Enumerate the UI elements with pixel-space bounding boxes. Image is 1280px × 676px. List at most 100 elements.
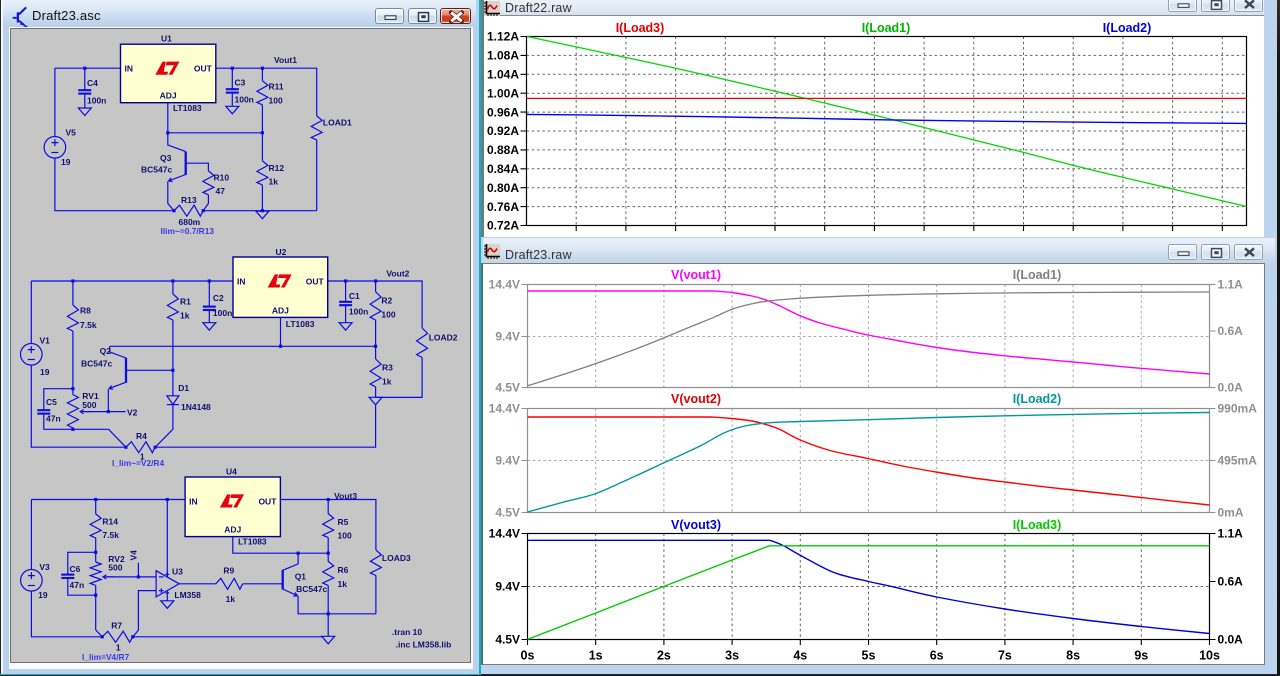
svg-text:IN: IN bbox=[237, 277, 246, 287]
svg-text:R14: R14 bbox=[102, 517, 118, 527]
svg-text:100n: 100n bbox=[349, 307, 368, 317]
svg-text:C5: C5 bbox=[46, 397, 57, 407]
svg-text:R13: R13 bbox=[181, 195, 197, 205]
svg-text:I(Load3): I(Load3) bbox=[616, 21, 665, 35]
svg-text:0.6A: 0.6A bbox=[1218, 575, 1244, 589]
svg-text:100: 100 bbox=[381, 310, 395, 320]
svg-text:LOAD3: LOAD3 bbox=[382, 553, 411, 563]
svg-text:C3: C3 bbox=[235, 78, 246, 88]
svg-text:1.1A: 1.1A bbox=[1218, 527, 1244, 541]
svg-text:R1: R1 bbox=[180, 297, 191, 307]
svg-text:1k: 1k bbox=[226, 594, 236, 604]
svg-text:1.04A: 1.04A bbox=[487, 68, 519, 82]
svg-text:7.5k: 7.5k bbox=[80, 320, 97, 330]
svg-text:0.0A: 0.0A bbox=[1218, 381, 1244, 395]
svg-text:1N4148: 1N4148 bbox=[181, 402, 211, 412]
svg-text:R6: R6 bbox=[338, 565, 349, 575]
svg-text:1.00A: 1.00A bbox=[487, 86, 519, 100]
svg-text:IN: IN bbox=[125, 64, 134, 74]
svg-text:0.6A: 0.6A bbox=[1218, 324, 1244, 338]
svg-text:1.1A: 1.1A bbox=[1218, 278, 1244, 292]
svg-text:LT1083: LT1083 bbox=[286, 319, 315, 329]
svg-text:Ilim~=0.7/R13: Ilim~=0.7/R13 bbox=[161, 226, 215, 236]
svg-text:1: 1 bbox=[116, 643, 121, 653]
svg-text:1.12A: 1.12A bbox=[487, 30, 519, 44]
svg-text:LM358: LM358 bbox=[174, 590, 201, 600]
svg-text:5s: 5s bbox=[862, 649, 876, 663]
svg-text:OUT: OUT bbox=[194, 64, 213, 74]
svg-text:14.4V: 14.4V bbox=[489, 402, 520, 416]
svg-text:4.5V: 4.5V bbox=[495, 506, 520, 520]
svg-text:500: 500 bbox=[108, 563, 122, 573]
svg-text:U1: U1 bbox=[161, 34, 172, 44]
svg-text:500: 500 bbox=[82, 400, 96, 410]
svg-text:6s: 6s bbox=[930, 649, 944, 663]
svg-text:C1: C1 bbox=[349, 291, 360, 301]
svg-text:0.96A: 0.96A bbox=[487, 105, 519, 119]
svg-text:I(Load2): I(Load2) bbox=[1013, 392, 1062, 406]
svg-text:C6: C6 bbox=[70, 564, 81, 574]
svg-text:.tran 10: .tran 10 bbox=[392, 627, 423, 637]
svg-text:I(Load3): I(Load3) bbox=[1013, 518, 1062, 532]
svg-text:7.5k: 7.5k bbox=[102, 530, 119, 540]
svg-text:V1: V1 bbox=[40, 336, 51, 346]
svg-text:OUT: OUT bbox=[306, 277, 325, 287]
svg-text:47n: 47n bbox=[70, 580, 85, 590]
svg-text:Q1: Q1 bbox=[295, 572, 307, 582]
svg-text:D1: D1 bbox=[178, 383, 189, 393]
svg-text:V(vout2): V(vout2) bbox=[671, 392, 721, 406]
svg-text:47: 47 bbox=[216, 186, 226, 196]
svg-text:19: 19 bbox=[38, 590, 48, 600]
svg-text:I_lim=V4/R7: I_lim=V4/R7 bbox=[82, 652, 130, 662]
svg-text:100n: 100n bbox=[235, 95, 254, 105]
svg-text:V(vout1): V(vout1) bbox=[671, 268, 721, 282]
svg-text:0.80A: 0.80A bbox=[487, 181, 519, 195]
svg-text:BC547c: BC547c bbox=[141, 165, 172, 175]
svg-text:ADJ: ADJ bbox=[160, 91, 177, 101]
svg-text:LT1083: LT1083 bbox=[173, 103, 202, 113]
svg-text:9.4V: 9.4V bbox=[495, 580, 520, 594]
svg-text:8s: 8s bbox=[1066, 649, 1080, 663]
svg-text:19: 19 bbox=[40, 367, 50, 377]
svg-text:4.5V: 4.5V bbox=[495, 381, 520, 395]
svg-text:0.76A: 0.76A bbox=[487, 200, 519, 214]
svg-text:1: 1 bbox=[140, 452, 145, 462]
svg-text:R11: R11 bbox=[269, 82, 284, 92]
svg-text:14.4V: 14.4V bbox=[489, 278, 520, 292]
svg-text:0.72A: 0.72A bbox=[487, 219, 519, 233]
svg-text:10s: 10s bbox=[1199, 649, 1220, 663]
svg-text:R7: R7 bbox=[111, 621, 122, 631]
svg-text:R9: R9 bbox=[223, 566, 234, 576]
svg-text:RV1: RV1 bbox=[82, 391, 99, 401]
svg-text:680m: 680m bbox=[179, 217, 201, 227]
svg-text:C4: C4 bbox=[87, 78, 98, 88]
svg-text:BC547c: BC547c bbox=[296, 584, 327, 594]
svg-text:0.88A: 0.88A bbox=[487, 143, 519, 157]
svg-text:14.4V: 14.4V bbox=[489, 527, 520, 541]
svg-text:100: 100 bbox=[338, 531, 352, 541]
svg-text:U4: U4 bbox=[226, 467, 237, 477]
svg-text:1k: 1k bbox=[180, 311, 190, 321]
svg-text:Q2: Q2 bbox=[100, 346, 112, 356]
svg-text:100: 100 bbox=[269, 96, 283, 106]
svg-text:U2: U2 bbox=[276, 247, 287, 257]
svg-text:3s: 3s bbox=[725, 649, 739, 663]
svg-text:1k: 1k bbox=[269, 177, 279, 187]
svg-text:1k: 1k bbox=[338, 579, 348, 589]
svg-text:V4: V4 bbox=[129, 550, 139, 561]
svg-text:V(vout3): V(vout3) bbox=[671, 518, 721, 532]
svg-text:Vout2: Vout2 bbox=[386, 269, 409, 279]
svg-text:9s: 9s bbox=[1134, 649, 1148, 663]
svg-text:1k: 1k bbox=[382, 377, 392, 387]
svg-text:100n: 100n bbox=[213, 308, 232, 318]
svg-text:R8: R8 bbox=[80, 306, 91, 316]
svg-text:9.4V: 9.4V bbox=[495, 330, 520, 344]
svg-text:V2: V2 bbox=[127, 408, 138, 418]
svg-text:R5: R5 bbox=[338, 517, 349, 527]
svg-text:0.84A: 0.84A bbox=[487, 162, 519, 176]
svg-text:R4: R4 bbox=[136, 431, 147, 441]
svg-text:0s: 0s bbox=[521, 649, 535, 663]
svg-text:7s: 7s bbox=[998, 649, 1012, 663]
svg-text:ADJ: ADJ bbox=[272, 305, 289, 315]
svg-text:V3: V3 bbox=[39, 562, 50, 572]
